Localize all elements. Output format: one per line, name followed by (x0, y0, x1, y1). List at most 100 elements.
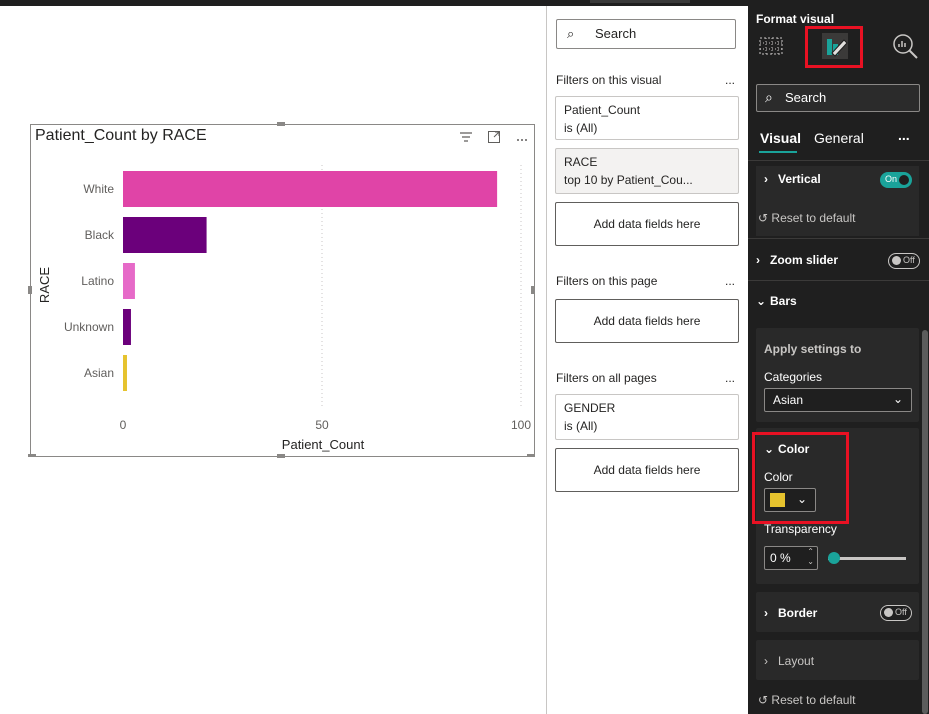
x-tick-label: 100 (511, 418, 531, 432)
layout-card: › Layout (756, 640, 919, 680)
vertical-section[interactable]: › Vertical (764, 172, 821, 186)
chevron-down-icon: ⌄ (764, 442, 775, 456)
toggle-state: Off (895, 607, 907, 617)
border-toggle[interactable]: Off (880, 605, 912, 621)
format-pane-title: Format visual (756, 12, 835, 26)
reset-to-default-vertical[interactable]: ↺ Reset to default (758, 211, 855, 225)
add-data-fields-page[interactable]: Add data fields here (555, 299, 739, 343)
filters-search-input[interactable]: ⌕ Search (556, 19, 736, 49)
reset-label: Reset to default (771, 693, 856, 707)
color-picker[interactable]: ⌄ (764, 488, 816, 512)
bar-white[interactable] (123, 171, 498, 207)
filters-on-visual-title: Filters on this visual (556, 73, 662, 87)
filter-card-patient-count[interactable]: Patient_Count is (All) (555, 96, 739, 140)
category-label: Black (85, 228, 115, 242)
filter-field-name: GENDER (564, 401, 616, 415)
filter-field-name: Patient_Count (564, 103, 641, 117)
analytics-icon[interactable] (890, 31, 920, 61)
resize-handle-right[interactable] (531, 286, 535, 294)
layout-label: Layout (778, 654, 815, 668)
format-visual-icon[interactable] (820, 31, 850, 61)
format-search-input[interactable]: ⌕ Search (756, 84, 920, 112)
search-icon: ⌕ (567, 26, 575, 41)
filter-state: is (All) (564, 419, 598, 433)
format-scrollbar[interactable] (922, 330, 928, 714)
reset-icon: ↺ (758, 211, 769, 225)
vertical-label: Vertical (778, 172, 821, 186)
toggle-knob (892, 256, 901, 265)
filter-icon[interactable] (459, 131, 473, 145)
bar-asian[interactable] (123, 355, 127, 391)
transparency-label: Transparency (764, 522, 837, 536)
categories-dropdown[interactable]: Asian ⌄ (764, 388, 912, 412)
layout-section[interactable]: › Layout (764, 654, 814, 668)
filter-card-race[interactable]: RACE top 10 by Patient_Cou... (555, 148, 739, 194)
tab-underline (759, 151, 797, 153)
border-label: Border (778, 606, 818, 620)
zoom-slider-section[interactable]: › Zoom slider (756, 253, 838, 267)
color-card: ⌄ Color Color ⌄ Transparency 0 % ⌃ ⌄ (756, 428, 919, 584)
y-axis-title: RACE (37, 267, 52, 303)
bar-chart: White Black Latino Unknown Asian 0 50 100 Pati… (37, 165, 531, 452)
color-field-label: Color (764, 470, 793, 484)
more-options-icon[interactable] (515, 131, 529, 145)
filter-field-name: RACE (564, 155, 598, 169)
border-card: › Border Off (756, 592, 919, 632)
reset-to-default-bars[interactable]: ↺ Reset to default (758, 693, 855, 707)
filters-on-page-title: Filters on this page (556, 274, 658, 288)
tab-general[interactable]: General (814, 130, 864, 146)
divider (748, 238, 929, 239)
filter-state: is (All) (564, 121, 598, 135)
toggle-state: On (885, 174, 898, 184)
format-more-options[interactable]: ... (898, 127, 910, 143)
resize-handle-bottom-right[interactable] (527, 454, 535, 457)
filters-search-placeholder: Search (595, 26, 637, 41)
apply-settings-card: Apply settings to Categories Asian ⌄ (756, 328, 919, 422)
tab-visual[interactable]: Visual (760, 130, 801, 146)
color-section-label: Color (778, 442, 810, 456)
x-axis-title: Patient_Count (282, 437, 365, 452)
chevron-down-icon: ⌄ (797, 492, 808, 506)
focus-mode-icon[interactable] (487, 131, 501, 145)
bar-chart-visual[interactable]: Patient_Count by RACE White Black Latino Un… (30, 124, 535, 457)
filter-card-gender[interactable]: GENDER is (All) (555, 394, 739, 440)
slider-knob[interactable] (828, 552, 840, 564)
transparency-input[interactable]: 0 % ⌃ ⌄ (764, 546, 818, 570)
bars-label: Bars (770, 294, 797, 308)
divider (748, 160, 929, 161)
chevron-right-icon: › (764, 172, 768, 186)
format-pane: Format visual ⌕ Search Visual General ..… (748, 0, 929, 714)
bars-section[interactable]: ⌄ Bars (756, 294, 797, 308)
chevron-right-icon: › (764, 606, 768, 620)
transparency-value: 0 % (770, 551, 791, 565)
search-icon: ⌕ (765, 89, 773, 105)
filters-on-visual-more[interactable]: ... (725, 73, 736, 87)
zoom-slider-toggle[interactable]: Off (888, 253, 920, 269)
color-section[interactable]: ⌄ Color (764, 442, 809, 456)
transparency-slider[interactable] (828, 552, 906, 564)
resize-handle-bottom-left[interactable] (28, 454, 36, 457)
chevron-right-icon: › (756, 253, 760, 267)
resize-handle-top[interactable] (277, 122, 285, 126)
top-bar-tab (590, 0, 690, 3)
border-section[interactable]: › Border (764, 606, 817, 620)
category-label: Unknown (64, 320, 114, 334)
vertical-toggle[interactable]: On (880, 172, 912, 188)
color-swatch (770, 493, 785, 507)
bar-unknown[interactable] (123, 309, 131, 345)
bar-black[interactable] (123, 217, 207, 253)
format-search-placeholder: Search (785, 90, 827, 105)
filters-on-page-more[interactable]: ... (725, 274, 736, 288)
toggle-knob (899, 175, 909, 185)
bar-latino[interactable] (123, 263, 135, 299)
build-visual-icon[interactable] (756, 31, 786, 61)
add-data-fields-visual[interactable]: Add data fields here (555, 202, 739, 246)
add-data-fields-all-pages[interactable]: Add data fields here (555, 448, 739, 492)
stepper-icon[interactable]: ⌃ ⌄ (807, 547, 814, 566)
chevron-down-icon: ⌄ (756, 294, 767, 308)
resize-handle-bottom[interactable] (277, 454, 285, 458)
filters-on-all-pages-more[interactable]: ... (725, 371, 736, 385)
visual-title: Patient_Count by RACE (35, 127, 207, 144)
filters-pane: ⌕ Search Filters on this visual ... Pati… (546, 6, 748, 714)
resize-handle-left[interactable] (28, 286, 32, 294)
